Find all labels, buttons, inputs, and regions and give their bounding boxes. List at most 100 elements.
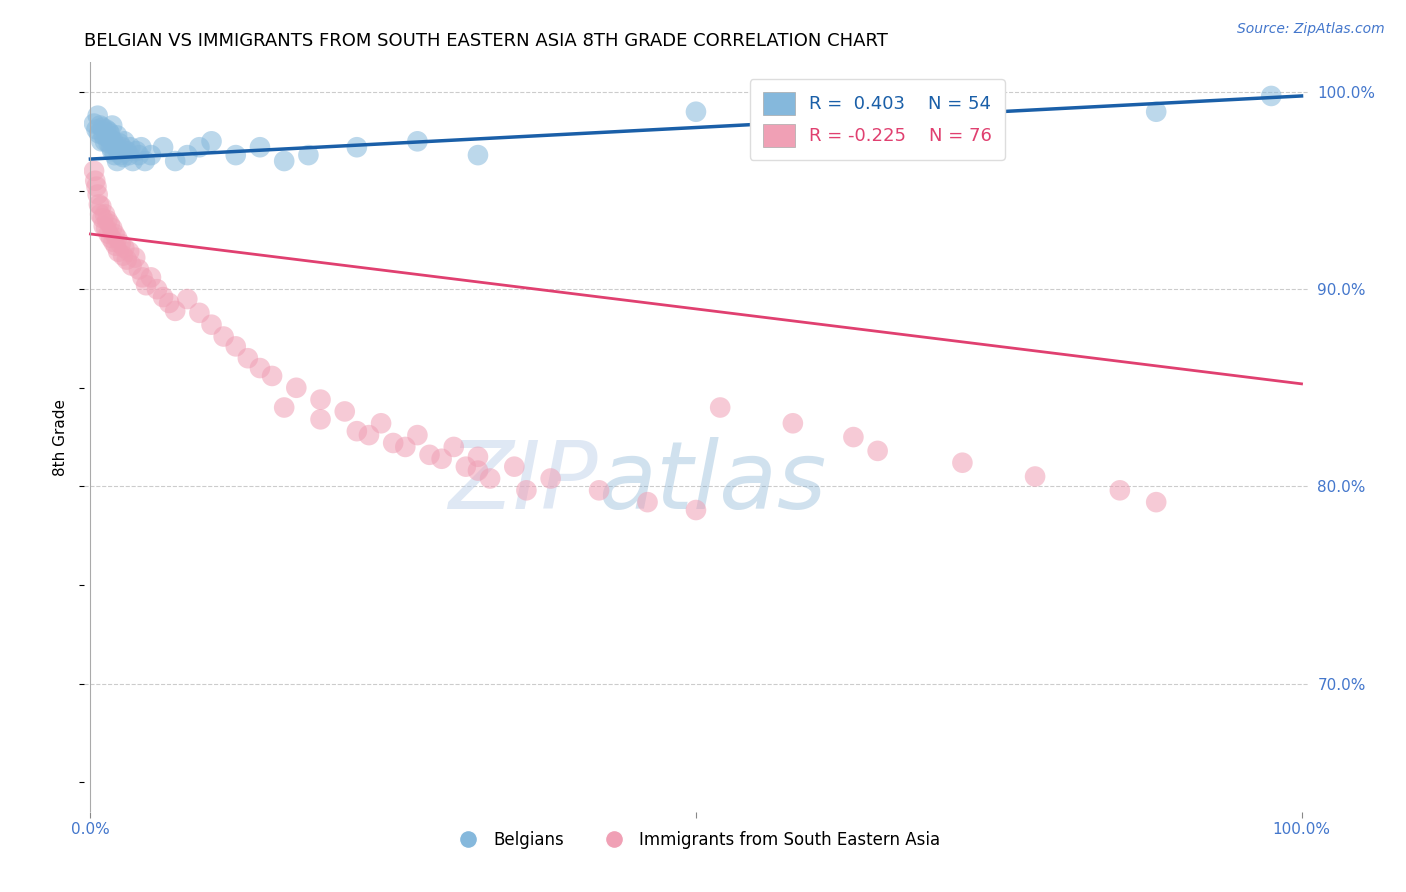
Point (249, 140, 271, 154)
Point (418, 448, 440, 462)
Point (96, 213, 118, 227)
Point (103, 235, 125, 249)
Point (97, 227, 120, 241)
Point (104, 140, 127, 154)
Point (97, 136, 120, 151)
Point (200, 318, 222, 332)
Point (115, 252, 138, 267)
Point (129, 140, 152, 154)
Point (1144, 104, 1167, 119)
Point (125, 144, 148, 158)
Point (107, 142, 129, 156)
Point (297, 148, 319, 162)
Point (443, 440, 465, 454)
Point (188, 306, 211, 320)
Point (96, 221, 118, 235)
Point (86, 187, 108, 202)
Point (200, 134, 222, 148)
Point (89, 119, 111, 133)
Point (176, 148, 198, 162)
Text: atlas: atlas (598, 436, 827, 527)
Point (101, 221, 124, 235)
Point (94, 207, 117, 221)
Point (382, 436, 405, 450)
Point (273, 154, 295, 169)
Point (515, 483, 537, 498)
Point (333, 404, 356, 418)
Point (124, 251, 146, 265)
Point (91, 120, 114, 135)
Point (83, 117, 105, 131)
Point (93, 128, 115, 143)
Point (467, 464, 489, 478)
Point (139, 270, 162, 285)
Point (709, 401, 731, 415)
Point (139, 148, 162, 162)
Point (128, 148, 150, 162)
Point (121, 154, 143, 169)
Point (135, 278, 157, 293)
Point (86, 179, 108, 194)
Point (637, 495, 659, 509)
Point (112, 150, 135, 164)
Point (503, 459, 526, 474)
Point (285, 381, 308, 395)
Point (110, 236, 132, 251)
Point (100, 231, 122, 245)
Point (157, 296, 180, 310)
Point (96, 130, 118, 145)
Point (101, 119, 124, 133)
Point (782, 417, 804, 431)
Point (105, 231, 128, 245)
Point (104, 227, 127, 241)
Point (120, 140, 142, 154)
Point (842, 430, 865, 444)
Point (90, 134, 112, 148)
Point (249, 361, 271, 376)
Point (1144, 495, 1167, 509)
Point (273, 401, 295, 415)
Point (105, 128, 128, 143)
Point (866, 109, 889, 123)
Point (165, 154, 187, 169)
Point (394, 440, 416, 454)
Point (236, 351, 259, 366)
Point (406, 428, 429, 442)
Point (87, 127, 110, 141)
Point (1108, 483, 1130, 498)
Text: ZIP: ZIP (449, 436, 598, 527)
Y-axis label: 8th Grade: 8th Grade (53, 399, 69, 475)
Legend: Belgians, Immigrants from South Eastern Asia: Belgians, Immigrants from South Eastern … (446, 824, 946, 855)
Point (84, 174, 107, 188)
Point (112, 241, 135, 255)
Point (93, 219, 115, 233)
Point (540, 471, 562, 485)
Point (105, 154, 128, 169)
Point (479, 471, 502, 485)
Point (588, 483, 610, 498)
Point (98, 127, 121, 141)
Point (346, 424, 368, 438)
Point (98, 217, 121, 231)
Point (97, 124, 120, 138)
Point (87, 197, 110, 211)
Point (100, 140, 122, 154)
Point (107, 244, 129, 259)
Point (146, 282, 169, 296)
Point (152, 140, 174, 154)
Point (134, 154, 156, 169)
Point (118, 148, 141, 162)
Point (104, 148, 127, 162)
Point (131, 270, 153, 285)
Point (121, 259, 143, 273)
Point (108, 136, 131, 151)
Point (467, 148, 489, 162)
Point (96, 122, 118, 136)
Point (346, 140, 368, 154)
Point (357, 428, 380, 442)
Point (685, 104, 707, 119)
Point (111, 140, 134, 154)
Point (118, 244, 141, 259)
Point (86, 122, 108, 136)
Point (225, 339, 247, 353)
